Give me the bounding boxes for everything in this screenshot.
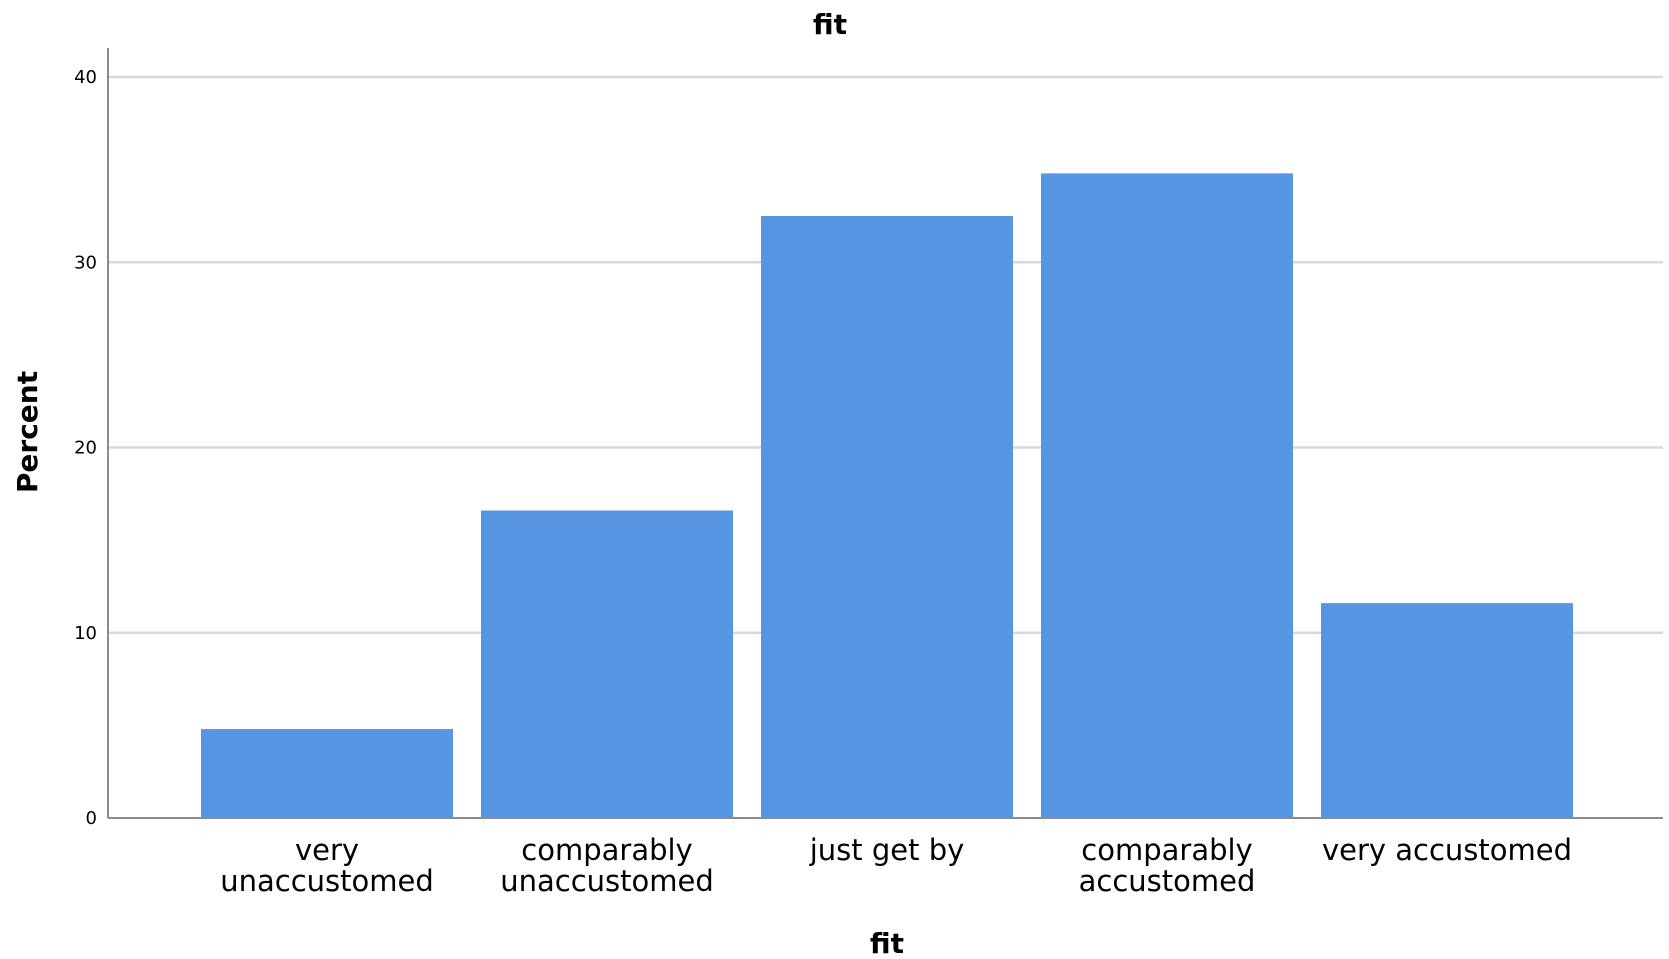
x-tick-label-line: comparably	[521, 833, 692, 867]
x-tick-label: comparably unaccustomed	[500, 833, 714, 898]
bar	[1041, 173, 1293, 818]
y-tick-label: 0	[86, 808, 97, 829]
x-tick-label: comparably accustomed	[1079, 833, 1256, 898]
y-tick-label: 40	[74, 67, 97, 88]
y-tick-labels: 0 10 20 30 40	[74, 67, 97, 829]
x-tick-label: just get by	[809, 833, 965, 867]
x-tick-label-line: comparably	[1081, 833, 1252, 867]
x-tick-label-line: unaccustomed	[500, 864, 714, 898]
y-axis-title: Percent	[11, 371, 44, 493]
y-tick-label: 20	[74, 438, 97, 459]
x-tick-label: very accustomed	[1322, 833, 1572, 867]
x-tick-label-line: unaccustomed	[220, 864, 434, 898]
x-tick-label-line: accustomed	[1079, 864, 1256, 898]
x-axis-title: fit	[870, 927, 904, 955]
bar	[761, 215, 1013, 818]
x-tick-label: very unaccustomed	[220, 833, 434, 898]
x-tick-label-line: very	[295, 833, 359, 867]
bars	[201, 173, 1573, 818]
x-tick-label-line: just get by	[809, 833, 965, 867]
y-tick-label: 10	[74, 623, 97, 644]
chart-title: fit	[813, 8, 847, 41]
axes	[107, 48, 1663, 819]
y-tick-label: 30	[74, 252, 97, 273]
bar	[481, 510, 733, 818]
bar	[201, 729, 453, 818]
x-tick-label-line: very accustomed	[1322, 833, 1572, 867]
bar	[1321, 603, 1573, 818]
